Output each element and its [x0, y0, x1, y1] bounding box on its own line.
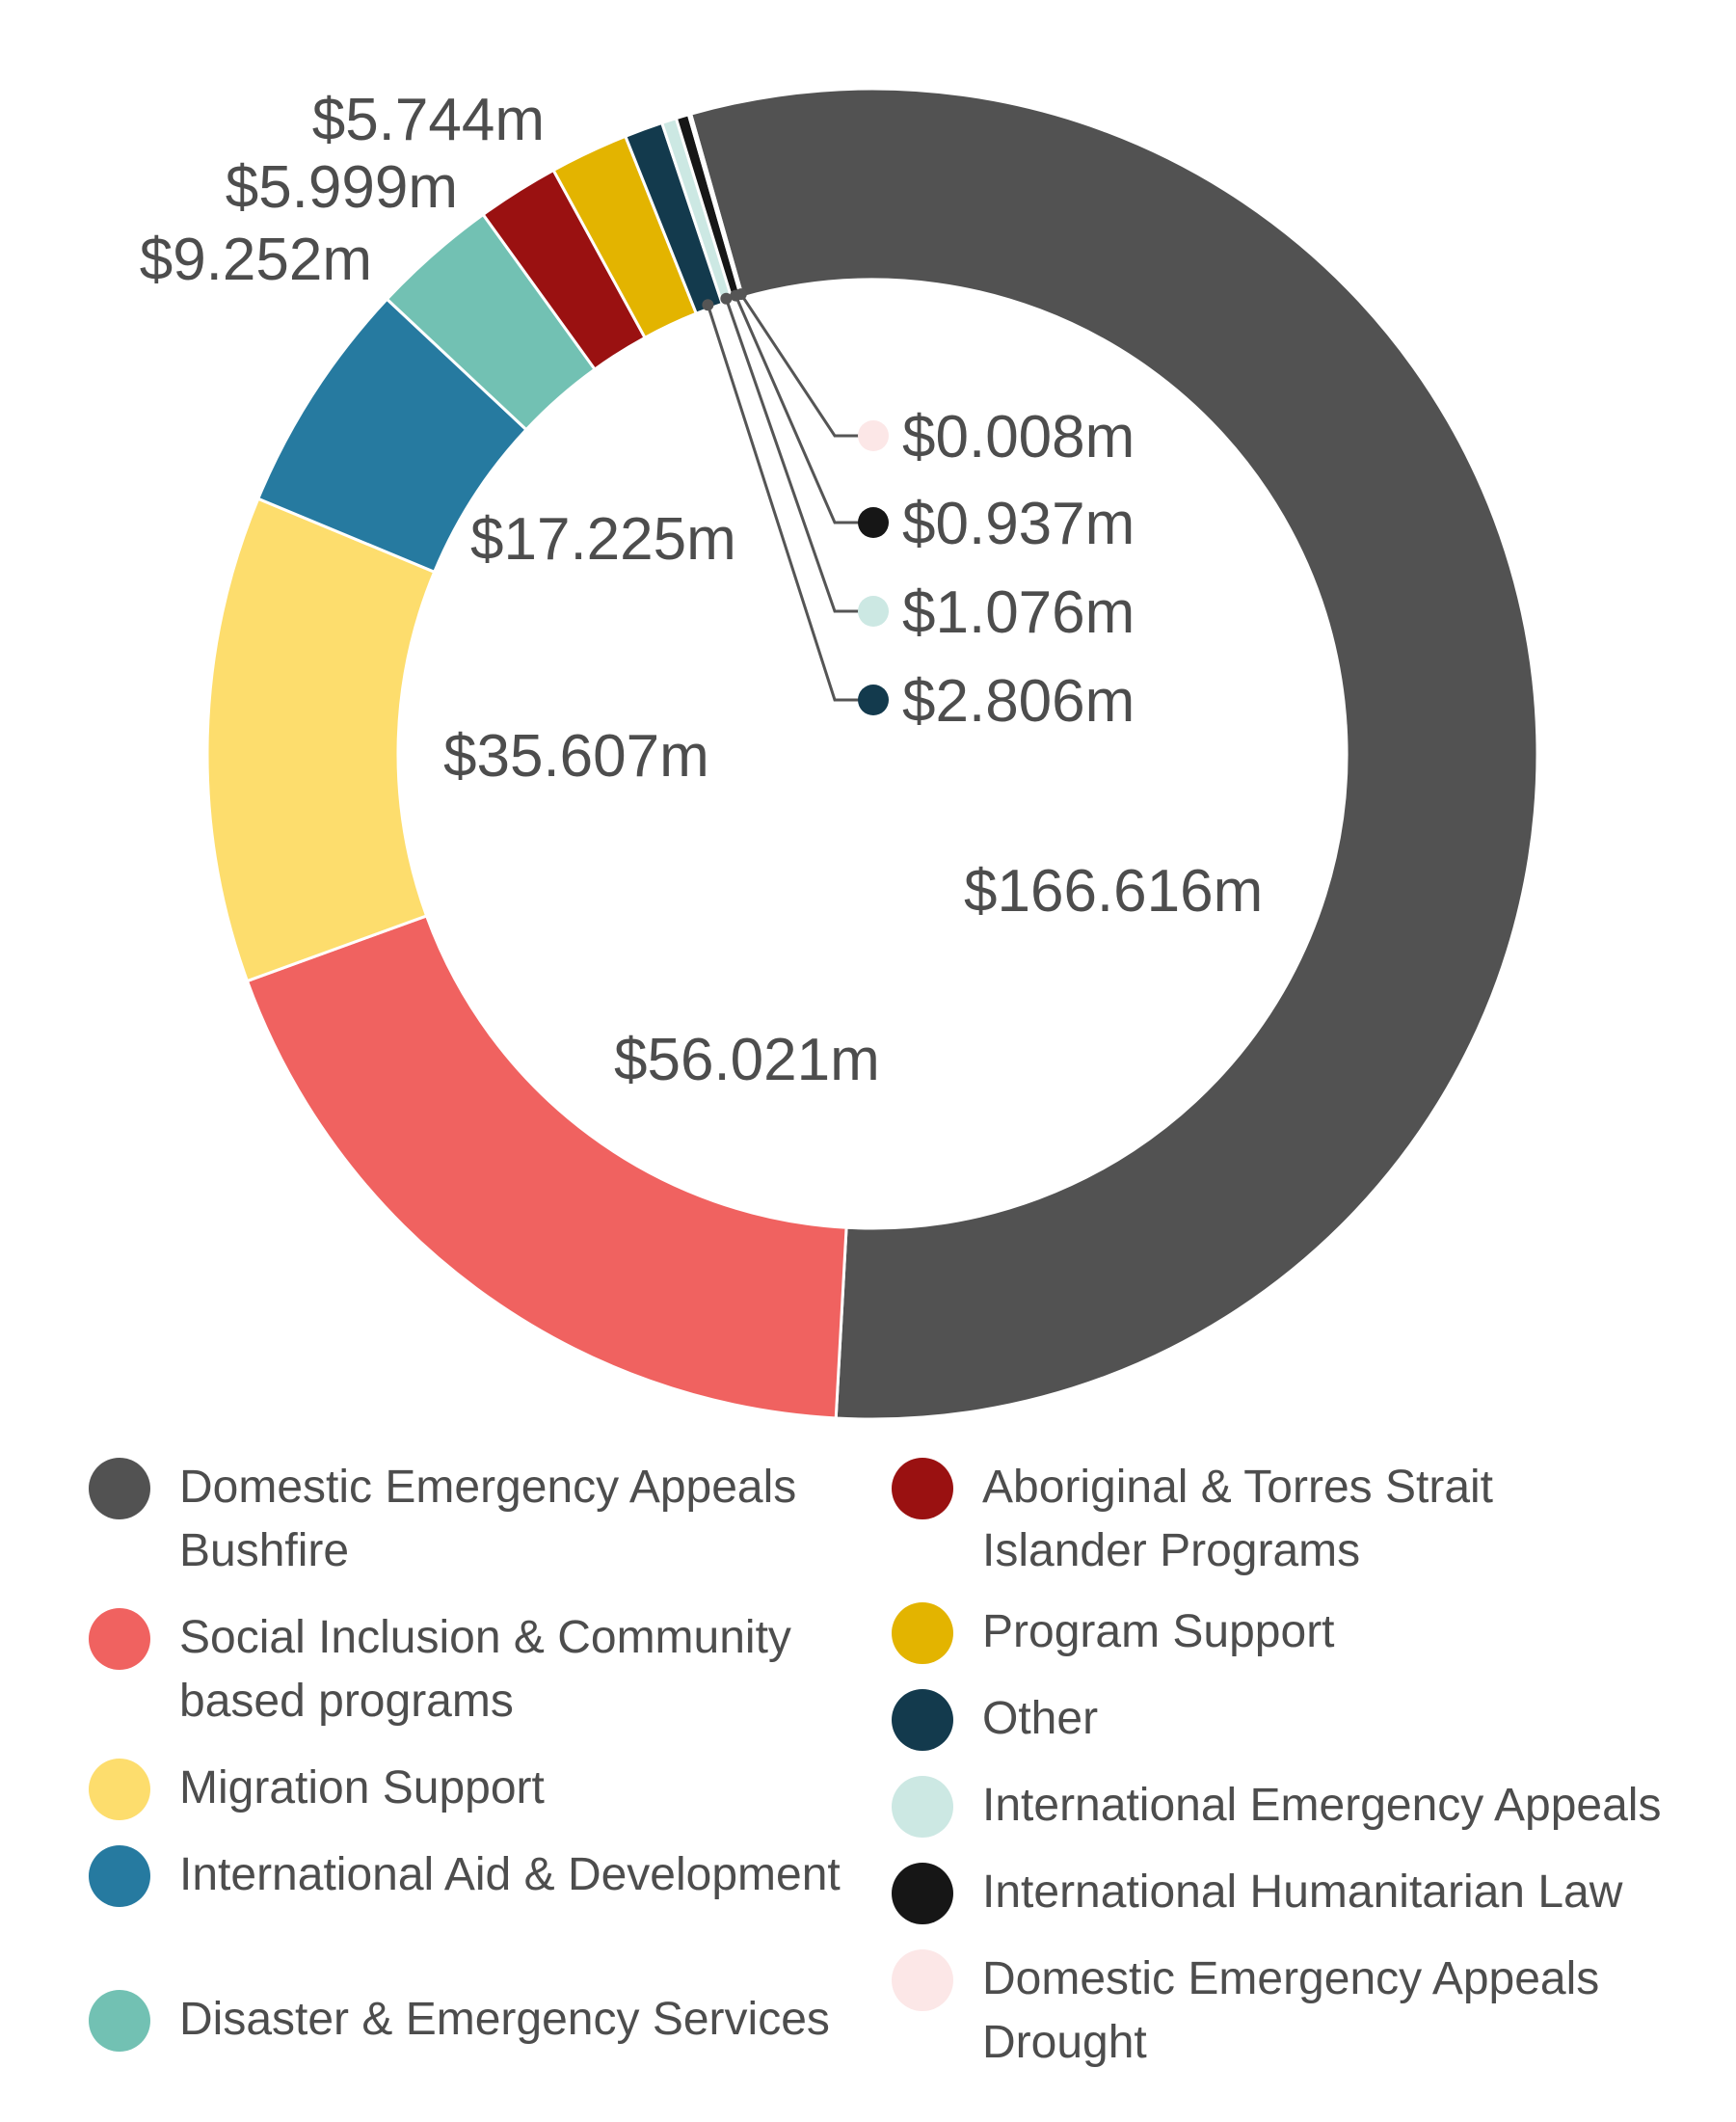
- callout-value-label: $0.008m: [902, 404, 1135, 470]
- callout-line: [739, 293, 873, 438]
- legend-swatch: [892, 1949, 953, 2011]
- legend-left-column: Domestic Emergency Appeals Bushfire Soci…: [89, 1456, 879, 2065]
- callout-line: [734, 295, 873, 524]
- donut-chart: $166.616m $56.021m $35.607m $17.225m $9.252m…: [140, 87, 1539, 1421]
- callout-dot: [858, 507, 889, 538]
- legend-swatch: [892, 1689, 953, 1751]
- legend-swatch: [892, 1458, 953, 1519]
- legend-label: Migration Support: [179, 1762, 545, 1813]
- legend-item: Program Support: [892, 1600, 1730, 1687]
- value-label: $9.252m: [140, 227, 372, 293]
- legend-item: International Emergency Appeals: [892, 1774, 1730, 1861]
- callout-anchor: [702, 299, 714, 311]
- callout-value-label: $0.937m: [902, 491, 1135, 557]
- legend-swatch: [89, 1759, 150, 1820]
- legend-item: Social Inclusion & Community based progr…: [89, 1606, 879, 1757]
- value-label: $56.021m: [614, 1027, 880, 1093]
- legend-item: Disaster & Emergency Services: [89, 1988, 879, 2065]
- legend-label: Social Inclusion & Community based progr…: [179, 1612, 791, 1727]
- callout-dot: [858, 685, 889, 715]
- legend-label: International Aid & Development: [179, 1849, 841, 1900]
- legend-item: Domestic Emergency Appeals Drought: [892, 1947, 1730, 2092]
- callout-line: [706, 304, 873, 702]
- legend-item: Aboriginal & Torres Strait Islander Prog…: [892, 1456, 1730, 1600]
- callout-value-label: $1.076m: [902, 579, 1135, 646]
- legend-item: Other: [892, 1687, 1730, 1774]
- legend-label: Other: [982, 1693, 1099, 1744]
- legend-swatch: [89, 1458, 150, 1519]
- legend-label: Domestic Emergency Appeals Drought: [982, 1953, 1600, 2068]
- legend-item: Migration Support: [89, 1757, 879, 1843]
- value-label: $17.225m: [470, 506, 736, 573]
- legend-swatch: [892, 1602, 953, 1664]
- callout-value-label: $2.806m: [902, 668, 1135, 735]
- legend-swatch: [892, 1863, 953, 1924]
- callout-anchor: [720, 292, 733, 305]
- callout-dot: [858, 420, 889, 451]
- legend-right-column: Aboriginal & Torres Strait Islander Prog…: [892, 1456, 1730, 2092]
- legend-swatch: [89, 1608, 150, 1670]
- legend-swatch: [89, 1990, 150, 2052]
- callout-leaders: [702, 288, 889, 715]
- slice-social-inclusion-community-based-programs: [245, 914, 848, 1420]
- callout-anchor: [730, 289, 742, 302]
- callout-dot: [858, 596, 889, 627]
- value-label: $35.607m: [443, 723, 709, 790]
- donut-slices: [205, 87, 1539, 1421]
- callout-line: [724, 298, 873, 613]
- legend-label: International Emergency Appeals: [982, 1780, 1662, 1831]
- legend-item: International Humanitarian Law: [892, 1861, 1730, 1947]
- legend-label: Disaster & Emergency Services: [179, 1994, 830, 2045]
- legend-swatch: [892, 1776, 953, 1838]
- legend-swatch: [89, 1845, 150, 1907]
- value-label: $166.616m: [964, 858, 1263, 925]
- value-label: $5.999m: [226, 154, 458, 221]
- slice-domestic-emergency-appeals-bushfire: [688, 87, 1539, 1421]
- legend-label: Program Support: [982, 1606, 1335, 1657]
- legend-label: Domestic Emergency Appeals Bushfire: [179, 1462, 797, 1576]
- legend-label: International Humanitarian Law: [982, 1867, 1623, 1918]
- legend-item: Domestic Emergency Appeals Bushfire: [89, 1456, 879, 1606]
- value-labels: $166.616m $56.021m $35.607m $17.225m $9.252m…: [140, 87, 1264, 1093]
- legend-item: International Aid & Development: [89, 1843, 879, 1988]
- legend-label: Aboriginal & Torres Strait Islander Prog…: [982, 1462, 1494, 1576]
- slice-migration-support: [205, 497, 437, 983]
- value-label: $5.744m: [312, 87, 545, 153]
